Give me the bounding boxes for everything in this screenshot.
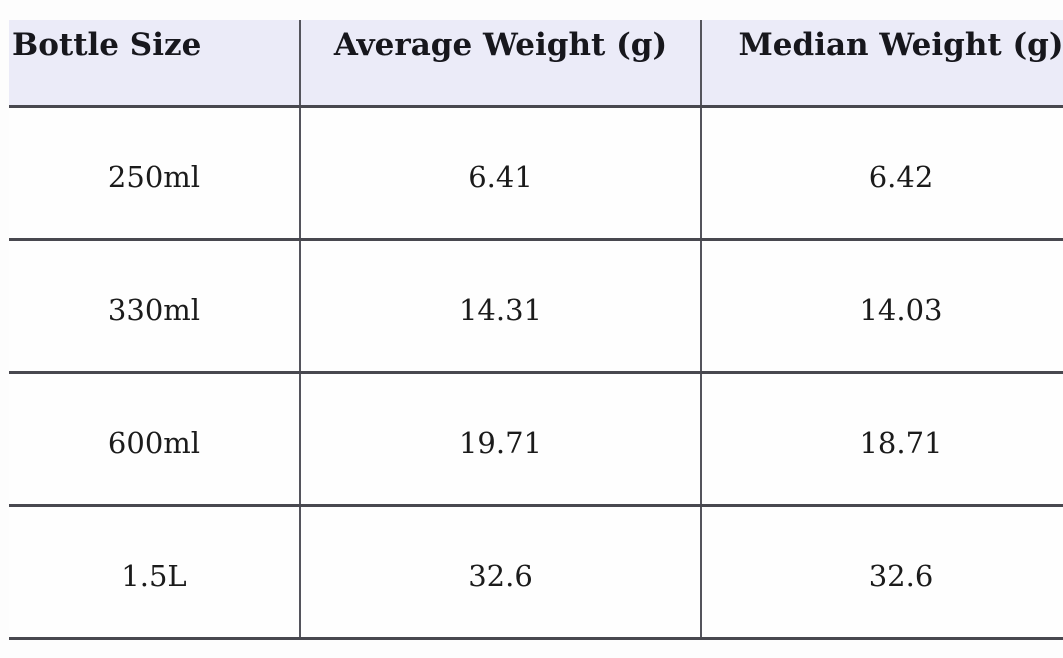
bottle-size-cell: 1.5L [9,507,301,637]
median-weight-cell: 32.6 [702,507,1063,637]
bottle-size-cell: 330ml [9,241,301,371]
average-weight-cell: 19.71 [301,374,702,504]
bottle-size-cell: 600ml [9,374,301,504]
table-row: 1.5L 32.6 32.6 [9,507,1063,640]
table-row: 600ml 19.71 18.71 [9,374,1063,507]
column-header-average-weight: Average Weight (g) [301,20,702,105]
column-header-bottle-size: Bottle Size [9,20,301,105]
bottle-weight-table: Bottle Size Average Weight (g) Median We… [9,20,1063,640]
table-header-row: Bottle Size Average Weight (g) Median We… [9,20,1063,108]
bottle-size-cell: 250ml [9,108,301,238]
column-header-median-weight: Median Weight (g) [702,20,1063,105]
median-weight-cell: 14.03 [702,241,1063,371]
table-row: 330ml 14.31 14.03 [9,241,1063,374]
average-weight-cell: 6.41 [301,108,702,238]
table-row: 250ml 6.41 6.42 [9,108,1063,241]
average-weight-cell: 14.31 [301,241,702,371]
median-weight-cell: 18.71 [702,374,1063,504]
average-weight-cell: 32.6 [301,507,702,637]
median-weight-cell: 6.42 [702,108,1063,238]
